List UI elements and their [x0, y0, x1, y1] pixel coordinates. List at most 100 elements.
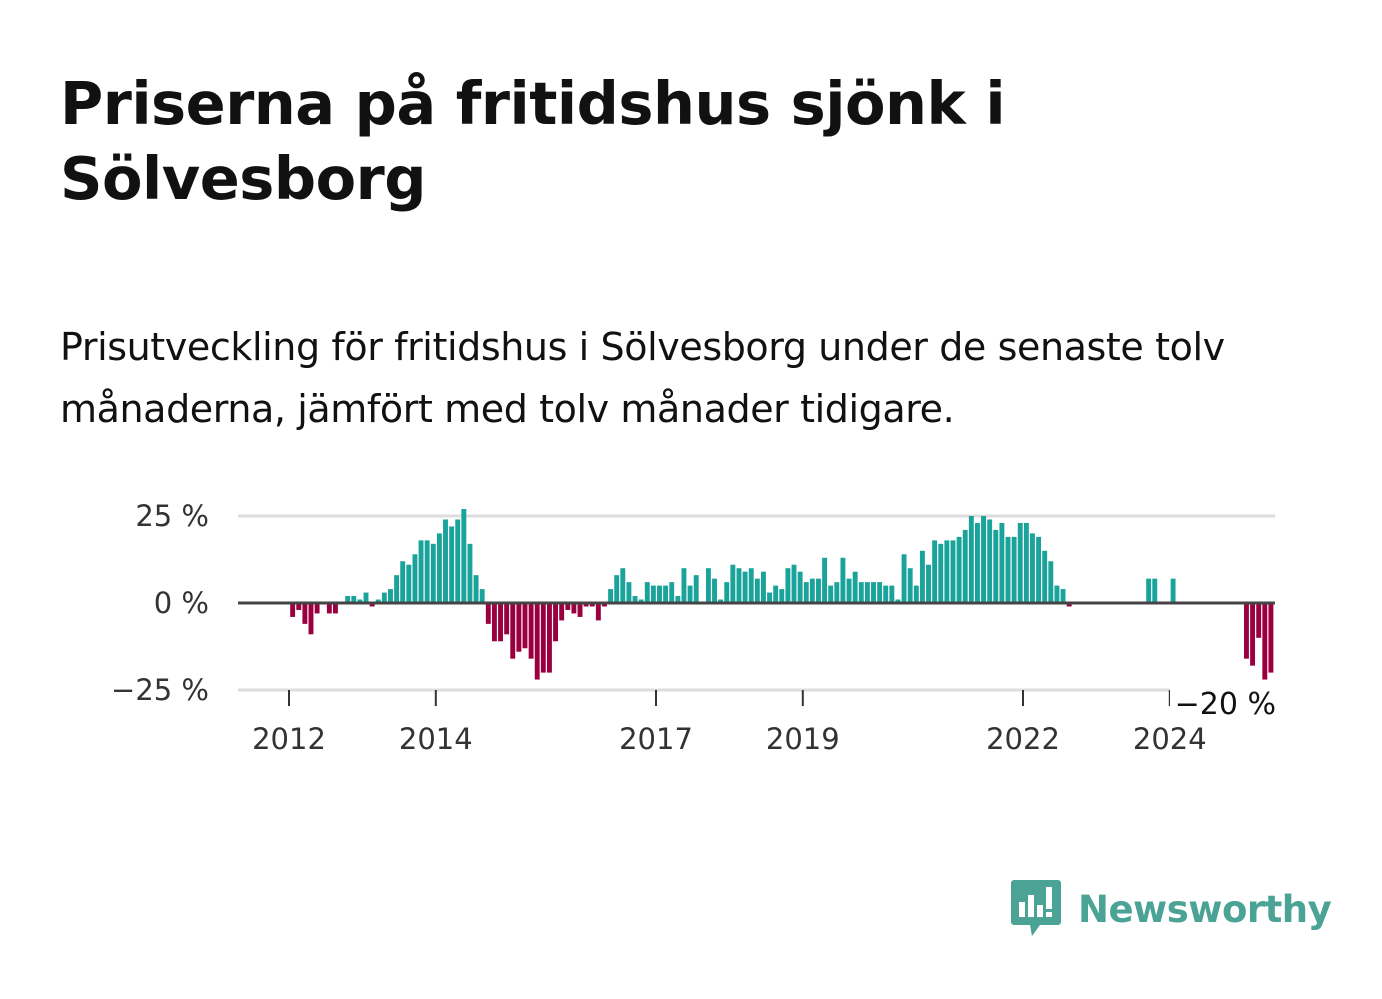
bar: [565, 603, 571, 610]
bar: [1268, 603, 1274, 673]
bar: [418, 540, 424, 603]
bar: [290, 603, 296, 617]
bar: [767, 592, 773, 603]
bar: [773, 585, 779, 603]
bar: [871, 582, 876, 603]
bar: [577, 603, 583, 617]
bar: [491, 603, 497, 642]
bar: [626, 582, 632, 603]
bar: [559, 603, 565, 621]
bar: [974, 522, 980, 603]
bar: [834, 582, 840, 603]
bar: [1244, 603, 1249, 659]
bar: [1060, 589, 1066, 603]
bar: [534, 603, 540, 680]
bar: [987, 519, 993, 603]
bar: [345, 596, 351, 603]
bar: [1011, 536, 1017, 603]
bar: [1054, 585, 1060, 603]
bar: [553, 603, 559, 642]
bar: [657, 585, 662, 603]
bar: [687, 585, 693, 603]
bar: [363, 592, 369, 603]
bar: [675, 596, 681, 603]
x-tick-label: 2012: [252, 722, 326, 756]
bar: [1036, 536, 1042, 603]
bar: [473, 575, 479, 603]
bar: [993, 529, 999, 603]
bar: [296, 603, 302, 610]
bar: [779, 589, 785, 603]
bar: [1152, 578, 1158, 603]
bar: [1042, 550, 1048, 603]
bar: [889, 585, 895, 603]
bar: [803, 582, 809, 603]
bar: [718, 599, 724, 603]
bar: [858, 582, 864, 603]
bar: [498, 603, 503, 642]
bar: [430, 543, 436, 603]
bar: [669, 582, 675, 603]
bar: [583, 603, 589, 607]
bar: [663, 585, 669, 603]
bar: [375, 599, 381, 603]
y-axis: 25 % 0 % −25 %: [111, 499, 209, 707]
bar: [479, 589, 485, 603]
last-value-label: −20 %: [1170, 684, 1278, 722]
bar: [1146, 578, 1152, 603]
chart-title: Priserna på fritidshus sjönk i Sölvesbor…: [60, 69, 1006, 213]
bar: [516, 603, 522, 652]
bar: [540, 603, 546, 673]
bar: [895, 599, 901, 603]
bar: [932, 540, 938, 603]
bar: [571, 603, 577, 614]
bar: [620, 568, 626, 603]
bar: [907, 568, 913, 603]
bar: [314, 603, 320, 614]
bar: [608, 589, 614, 603]
bar: [485, 603, 491, 624]
bar: [1023, 522, 1029, 603]
bar: [693, 575, 699, 603]
bar: [938, 543, 944, 603]
bar: [1048, 561, 1054, 603]
bar: [388, 589, 393, 603]
bar: [1066, 603, 1072, 607]
bar: [357, 599, 363, 603]
bar: [394, 575, 400, 603]
x-tick-label: 2019: [766, 722, 840, 756]
bar: [919, 550, 925, 603]
bar: [455, 519, 461, 603]
bar: [406, 564, 412, 603]
bar: [1005, 536, 1011, 603]
bar: [1030, 533, 1035, 603]
bar: [332, 603, 338, 614]
bar: [901, 554, 907, 603]
bar: [1262, 603, 1268, 680]
bar: [730, 564, 736, 603]
bar: [736, 568, 742, 603]
bar: [449, 526, 455, 603]
bar: [369, 603, 375, 607]
bar: [944, 540, 950, 603]
newsworthy-logo: Newsworthy: [1010, 878, 1332, 940]
bar: [589, 603, 595, 607]
chart-bubble-icon: [1011, 880, 1061, 936]
bar: [785, 568, 791, 603]
bar: [791, 564, 797, 603]
bar: [614, 575, 620, 603]
bar: [852, 571, 858, 603]
bar: [962, 529, 968, 603]
bar: [913, 585, 919, 603]
bar: [712, 578, 717, 603]
bar: [840, 557, 846, 603]
bars: [290, 509, 1274, 680]
bar: [883, 585, 889, 603]
bar: [681, 568, 687, 603]
bar: [816, 578, 821, 603]
bar: [510, 603, 516, 659]
bar: [528, 603, 534, 659]
last-value-text: −20 %: [1175, 687, 1276, 722]
bar: [1170, 578, 1176, 603]
x-axis: 2012 2014 2017 2019 2022 2024: [252, 690, 1207, 756]
